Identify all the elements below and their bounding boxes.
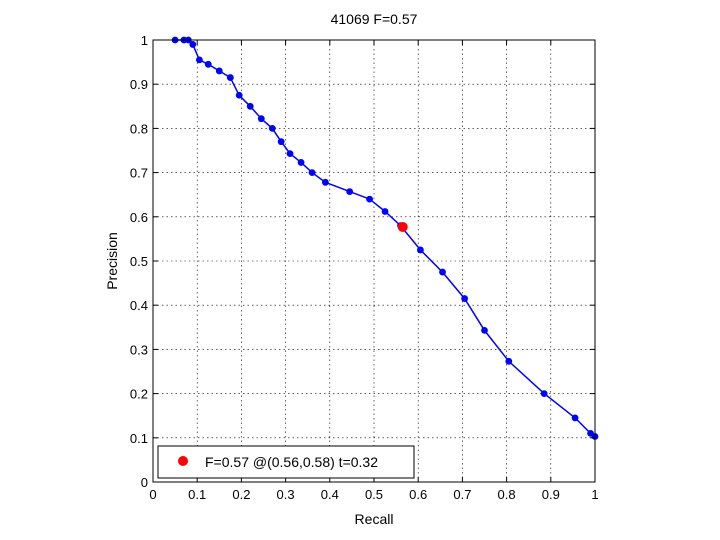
x-axis-label: Recall [355, 511, 394, 527]
data-point [505, 357, 513, 365]
x-tick-label: 0.3 [277, 487, 295, 502]
data-point [235, 91, 243, 99]
best-f-point [397, 221, 408, 232]
data-point [246, 102, 254, 110]
data-point [439, 268, 446, 276]
x-tick-label: 0.2 [232, 487, 250, 502]
x-tick-label: 0 [149, 487, 156, 502]
data-point [481, 326, 488, 334]
y-tick-label: 0.1 [130, 431, 148, 446]
data-point [308, 169, 316, 177]
data-point [417, 246, 424, 254]
y-tick-label: 0.4 [130, 298, 148, 313]
data-point [297, 159, 305, 166]
data-point [321, 178, 329, 186]
data-point [196, 56, 203, 64]
x-tick-label: 0.9 [542, 487, 560, 502]
data-point [257, 115, 265, 123]
y-tick-label: 0.5 [130, 254, 148, 269]
y-tick-label: 1 [141, 33, 148, 48]
legend: F=0.57 @(0.56,0.58) t=0.32 [157, 445, 415, 479]
data-point [540, 390, 548, 397]
data-point [381, 208, 389, 215]
x-tick-label: 0.1 [188, 487, 206, 502]
y-tick-label: 0.2 [130, 387, 148, 402]
grid [153, 40, 595, 482]
data-point [366, 195, 373, 203]
legend-box [157, 445, 415, 479]
x-tick-label: 0.5 [365, 487, 383, 502]
data-point [204, 60, 212, 68]
chart-title: 41069 F=0.57 [331, 11, 418, 27]
data-point [189, 41, 197, 48]
data-point [268, 124, 276, 132]
x-tick-label: 1 [591, 487, 598, 502]
x-tick-label: 0.7 [453, 487, 471, 502]
data-point [461, 295, 469, 302]
data-point [226, 74, 234, 81]
data-point [215, 67, 223, 75]
y-tick-label: 0 [141, 475, 148, 490]
x-tick-label: 0.4 [321, 487, 339, 502]
legend-label: F=0.57 @(0.56,0.58) t=0.32 [205, 454, 378, 470]
y-tick-label: 0.9 [130, 77, 148, 92]
data-point [277, 138, 285, 146]
legend-marker [178, 456, 188, 466]
data-point [571, 414, 579, 422]
data-point [346, 188, 354, 196]
y-axis-label: Precision [104, 232, 120, 290]
y-tick-label: 0.3 [130, 342, 148, 357]
series-layer [171, 36, 599, 440]
y-tick-label: 0.7 [130, 166, 148, 181]
x-tick-label: 0.8 [498, 487, 516, 502]
y-tick-label: 0.6 [130, 210, 148, 225]
x-tick-label: 0.6 [409, 487, 427, 502]
y-tick-label: 0.8 [130, 121, 148, 136]
ticks: 0 0.1 0.2 0.3 0.4 0.5 0.6 0.7 0.8 0.9 1 0 0.1 0.2 0.3 0… [130, 33, 599, 502]
data-point [286, 150, 294, 157]
